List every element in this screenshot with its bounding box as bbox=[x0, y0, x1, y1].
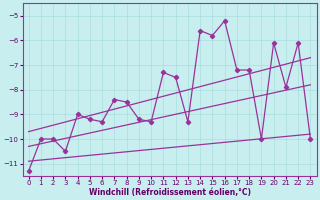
X-axis label: Windchill (Refroidissement éolien,°C): Windchill (Refroidissement éolien,°C) bbox=[89, 188, 251, 197]
